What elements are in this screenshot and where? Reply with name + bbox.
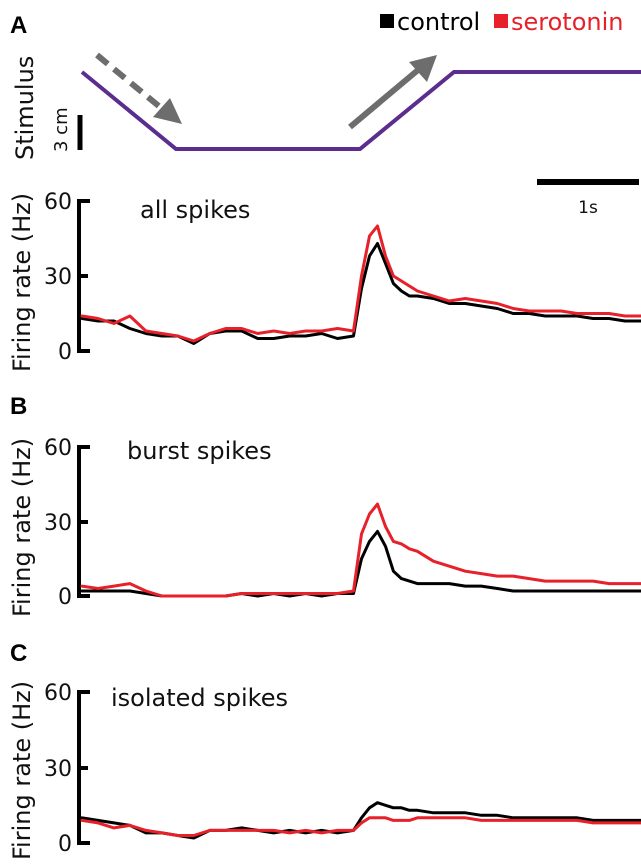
y-tick-label-30-all-spikes: 30 <box>44 265 72 290</box>
recede-arrow-shaft <box>348 67 420 130</box>
stimulus-panel: Stimulus 3 cm 1s <box>11 52 641 218</box>
legend-serotonin-label: serotonin <box>511 8 623 36</box>
stimulus-scale-label: 3 cm <box>51 107 72 152</box>
panel-letter-c: C <box>10 640 27 667</box>
y-tick-label-30-burst-spikes: 30 <box>44 511 72 536</box>
ylabel-isolated-spikes: Firing rate (Hz) <box>8 681 36 860</box>
serotonin-trace-isolated-spikes <box>80 816 641 837</box>
approach-arrow-shaft <box>95 52 162 110</box>
stimulus-trace <box>80 70 641 151</box>
panel-letter-b: B <box>10 393 27 420</box>
time-scale-label: 1s <box>578 198 598 218</box>
ylabel-all-spikes: Firing rate (Hz) <box>8 193 36 372</box>
y-tick-label-0-burst-spikes: 0 <box>58 585 72 610</box>
y-tick-label-60-all-spikes: 60 <box>44 190 72 215</box>
stimulus-axis-label: Stimulus <box>11 56 39 160</box>
y-tick-label-60-burst-spikes: 60 <box>44 436 72 461</box>
serotonin-trace-all-spikes <box>80 224 641 343</box>
y-tick-label-0-isolated-spikes: 0 <box>58 832 72 857</box>
serotonin-trace-burst-spikes <box>80 502 641 598</box>
y-tick-label-30-isolated-spikes: 30 <box>44 757 72 782</box>
y-tick-label-0-all-spikes: 0 <box>58 340 72 365</box>
y-tick-label-60-isolated-spikes: 60 <box>44 681 72 706</box>
recede-arrow-head <box>409 55 437 82</box>
legend-control-label: control <box>397 8 480 36</box>
chart-panel-burst-spikes: Firing rate (Hz) burst spikes 60 30 0 <box>8 436 641 617</box>
legend-serotonin-swatch <box>494 14 508 28</box>
chart-panel-isolated-spikes: Firing rate (Hz) isolated spikes 60 30 0 <box>8 681 641 860</box>
title-burst-spikes: burst spikes <box>127 437 272 465</box>
control-trace-all-spikes <box>80 242 641 345</box>
title-all-spikes: all spikes <box>140 196 250 224</box>
ylabel-burst-spikes: Firing rate (Hz) <box>8 438 36 617</box>
legend: control serotonin <box>380 8 623 36</box>
title-isolated-spikes: isolated spikes <box>111 684 288 712</box>
legend-control-swatch <box>380 14 394 28</box>
approach-arrow-head <box>153 98 182 124</box>
chart-panel-all-spikes: Firing rate (Hz) all spikes 60 30 0 <box>8 190 641 372</box>
panel-letter-a: A <box>10 12 27 39</box>
